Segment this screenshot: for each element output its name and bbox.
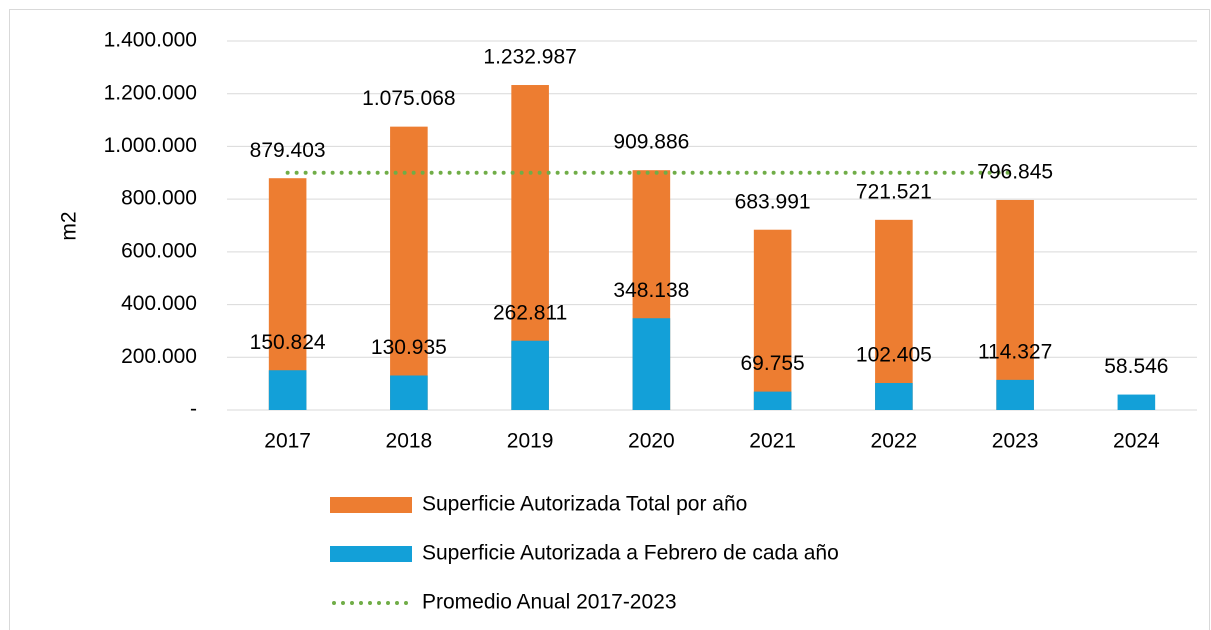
data-label: 348.138 [613, 279, 689, 302]
bar [996, 379, 1034, 410]
data-label: 130.935 [371, 336, 447, 359]
bar [753, 391, 792, 410]
data-label: 114.327 [978, 340, 1052, 363]
data-label: 58.546 [1104, 355, 1168, 378]
data-label: 262.811 [493, 301, 567, 324]
y-tick-label: 1.200.000 [104, 81, 197, 104]
bar [390, 126, 428, 410]
bar [875, 383, 913, 410]
x-tick-label: 2023 [992, 430, 1039, 453]
data-label: 1.232.987 [483, 46, 576, 69]
data-label: 1.075.068 [362, 87, 455, 110]
data-label: 879.403 [250, 139, 326, 162]
y-tick-label: 400.000 [121, 292, 197, 315]
x-tick-label: 2022 [871, 430, 918, 453]
data-label: 683.991 [735, 190, 811, 213]
y-tick-label: 1.400.000 [104, 29, 197, 52]
bar [996, 199, 1034, 410]
bar [632, 318, 671, 410]
data-label: 796.845 [977, 161, 1053, 184]
bar [268, 370, 307, 410]
x-tick-label: 2021 [749, 430, 796, 453]
data-label: 721.521 [856, 180, 932, 203]
bar [511, 340, 549, 410]
legend-label: Superficie Autorizada Total por año [422, 493, 747, 516]
x-tick-label: 2019 [507, 430, 554, 453]
data-label: 69.755 [741, 352, 805, 375]
bar [390, 375, 428, 410]
y-tick-label: 1.000.000 [104, 134, 197, 157]
data-label: 150.824 [250, 331, 326, 354]
y-tick-label: 800.000 [121, 187, 197, 210]
data-label: 909.886 [613, 131, 689, 154]
legend-label: Superficie Autorizada a Febrero de cada … [422, 542, 839, 565]
legend-label: Promedio Anual 2017-2023 [422, 591, 677, 614]
x-tick-label: 2024 [1113, 430, 1160, 453]
bar [753, 229, 792, 410]
bar [875, 219, 913, 410]
frame [9, 9, 1210, 630]
bar [1117, 394, 1156, 410]
legend-swatch [330, 497, 412, 513]
x-tick-label: 2018 [386, 430, 433, 453]
y-tick-label: 600.000 [121, 239, 197, 262]
y-tick-label: - [190, 398, 197, 421]
x-tick-label: 2020 [628, 430, 675, 453]
x-tick-label: 2017 [264, 430, 311, 453]
y-tick-label: 200.000 [121, 345, 197, 368]
legend-swatch [330, 546, 412, 562]
y-axis-title: m2 [58, 211, 81, 240]
data-label: 102.405 [856, 344, 932, 367]
